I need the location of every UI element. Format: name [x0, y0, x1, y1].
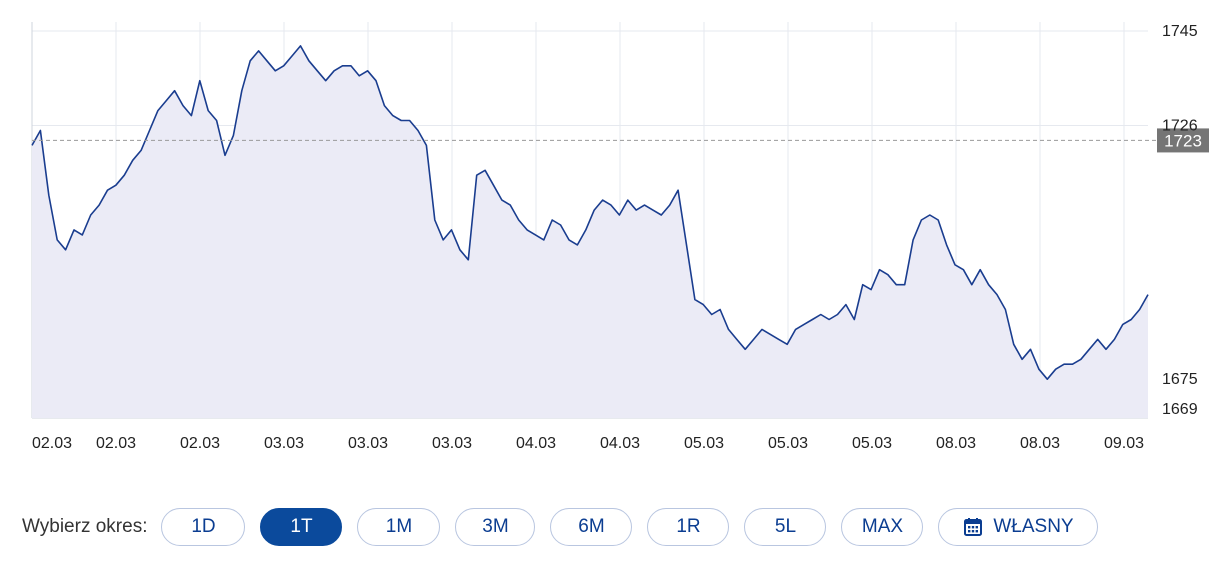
x-tick-label: 03.03 — [432, 435, 472, 452]
period-button-1t[interactable]: 1T — [260, 508, 343, 546]
period-button-6m[interactable]: 6M — [550, 508, 633, 546]
x-tick-label: 02.03 — [32, 435, 72, 452]
price-chart: 1723 1745 1726 1675 1669 02.03 02.03 02.03 03.… — [31, 22, 1209, 452]
x-tick-label: 05.03 — [768, 435, 808, 452]
x-tick-label: 03.03 — [348, 435, 388, 452]
current-value-badge — [1157, 128, 1209, 153]
y-tick-label: 1745 — [1162, 23, 1198, 40]
period-button-label: 1M — [385, 516, 413, 537]
y-tick-label: 1726 — [1162, 118, 1198, 135]
period-button-label: 1R — [676, 516, 701, 537]
x-tick-label: 05.03 — [684, 435, 724, 452]
x-tick-label: 02.03 — [96, 435, 136, 452]
period-button-label: 3M — [482, 516, 509, 537]
x-tick-label: 02.03 — [180, 435, 220, 452]
series-area — [32, 45, 1148, 419]
area-layer — [32, 45, 1148, 419]
series-line — [31, 45, 1149, 380]
line-layer — [31, 45, 1149, 380]
calendar-icon — [964, 518, 983, 536]
period-button-max[interactable]: MAX — [841, 508, 924, 546]
current-value-layer: 1723 — [32, 128, 1209, 153]
period-button-label: 1T — [290, 516, 313, 537]
x-tick-label: 08.03 — [1020, 435, 1060, 452]
current-value-label: 1723 — [1164, 131, 1202, 150]
x-axis: 02.03 02.03 02.03 03.03 03.03 03.03 04.03 04.03… — [32, 435, 1144, 452]
period-button-1r[interactable]: 1R — [647, 508, 730, 546]
y-tick-label: 1669 — [1162, 401, 1198, 418]
period-button-label: 5L — [774, 516, 797, 537]
x-tick-label: 05.03 — [852, 435, 892, 452]
period-label: Wybierz okres: — [22, 516, 148, 537]
period-button-1d[interactable]: 1D — [161, 508, 246, 546]
period-button-3m[interactable]: 3M — [455, 508, 536, 546]
period-button-1m[interactable]: 1M — [357, 508, 441, 546]
x-tick-label: 04.03 — [600, 435, 640, 452]
y-axis: 1745 1726 1675 1669 — [1162, 23, 1198, 418]
x-tick-label: 08.03 — [936, 435, 976, 452]
period-selector: Wybierz okres: 1D 1T 1M 3M 6M 1R 5L MAX … — [22, 507, 1113, 547]
x-tick-label: 09.03 — [1104, 435, 1144, 452]
period-button-5l[interactable]: 5L — [744, 508, 827, 546]
y-tick-label: 1675 — [1162, 371, 1198, 388]
x-tick-label: 03.03 — [264, 435, 304, 452]
period-button-custom[interactable]: WŁASNY — [938, 508, 1099, 546]
period-button-label: WŁASNY — [993, 516, 1074, 537]
period-button-label: MAX — [861, 516, 904, 537]
x-tick-label: 04.03 — [516, 435, 556, 452]
period-button-label: 6M — [578, 516, 605, 537]
period-button-label: 1D — [191, 516, 216, 537]
